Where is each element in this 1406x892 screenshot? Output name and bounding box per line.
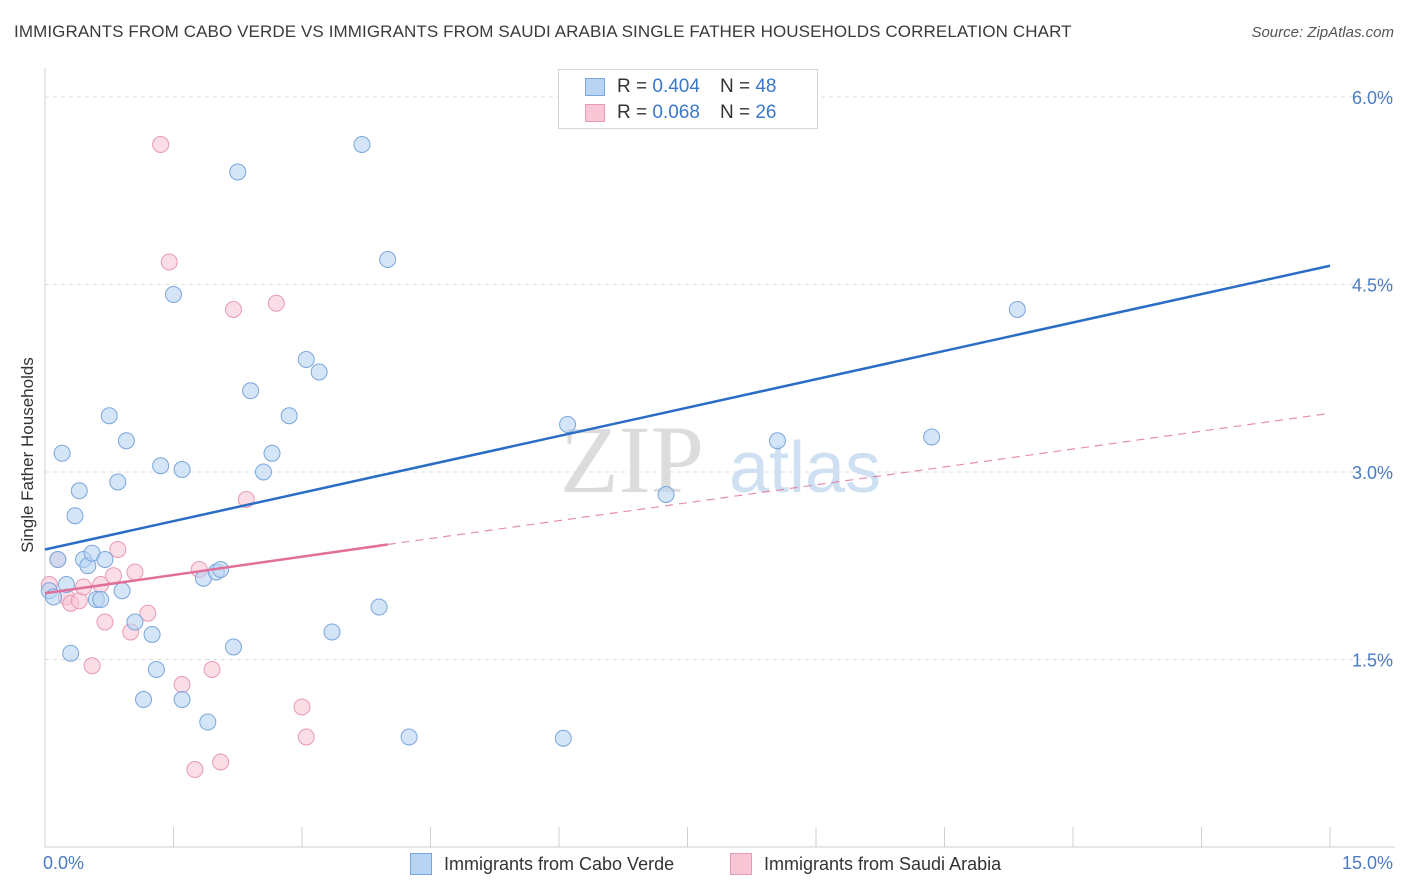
y-axis-label: Single Father Households — [18, 357, 37, 553]
data-point-saudi-arabia — [293, 698, 311, 716]
data-point-cabo-verde — [353, 136, 371, 153]
legend-r-label: R = — [617, 76, 648, 97]
data-point-cabo-verde — [165, 286, 182, 303]
data-point-cabo-verde — [135, 691, 153, 708]
legend-n-value: 48 — [755, 76, 777, 97]
series-cabo-verde-points — [40, 136, 1026, 747]
data-point-cabo-verde — [254, 463, 272, 481]
data-point-cabo-verde — [53, 444, 71, 462]
bottom-legend-saudi-arabia: Immigrants from Saudi Arabia — [730, 852, 1001, 876]
y-tick-label: 4.5% — [1352, 276, 1393, 296]
legend-r-label: R = — [617, 102, 648, 123]
data-point-saudi-arabia — [173, 676, 191, 693]
data-point-cabo-verde — [147, 661, 165, 678]
data-point-saudi-arabia — [139, 604, 157, 622]
bottom-legend-cabo-verde: Immigrants from Cabo Verde — [410, 852, 674, 876]
data-point-cabo-verde — [323, 623, 341, 641]
bottom-legend-label: Immigrants from Saudi Arabia — [764, 853, 1002, 874]
data-point-cabo-verde — [657, 486, 675, 503]
legend-r-value: 0.404 — [652, 76, 700, 97]
data-point-cabo-verde — [263, 444, 281, 462]
data-point-saudi-arabia — [186, 761, 204, 778]
data-point-saudi-arabia — [126, 563, 144, 581]
data-point-saudi-arabia — [203, 661, 221, 678]
legend-swatch-blue — [585, 78, 605, 96]
legend-n-label: N = — [719, 102, 751, 123]
bottom-legend-swatch-pink — [730, 853, 752, 875]
legend-row-cabo-verde: R = 0.404 N = 48 — [585, 76, 776, 98]
legend-n-value: 26 — [755, 102, 777, 123]
legend-row-saudi-arabia: R = 0.068 N = 26 — [585, 102, 776, 124]
data-point-cabo-verde — [370, 598, 388, 616]
data-point-cabo-verde — [113, 582, 131, 600]
data-point-cabo-verde — [224, 638, 242, 656]
data-point-cabo-verde — [92, 591, 110, 608]
data-point-saudi-arabia — [224, 301, 242, 318]
data-point-cabo-verde — [143, 626, 161, 643]
chart-title: IMMIGRANTS FROM CABO VERDE VS IMMIGRANTS… — [14, 22, 1072, 41]
legend-r-value: 0.068 — [652, 102, 700, 123]
data-point-saudi-arabia — [212, 753, 230, 771]
data-point-cabo-verde — [62, 644, 80, 662]
x-tick-label: 15.0% — [1342, 853, 1393, 873]
trend-line-saudi-arabia — [44, 543, 388, 595]
data-point-saudi-arabia — [152, 136, 170, 153]
data-point-cabo-verde — [310, 363, 328, 381]
y-tick-labels: 1.5% 3.0% 4.5% 6.0% — [1352, 88, 1393, 671]
x-tick-label: 0.0% — [43, 853, 84, 873]
data-point-cabo-verde — [66, 507, 84, 525]
data-point-cabo-verde — [559, 416, 577, 433]
data-point-cabo-verde — [109, 473, 127, 491]
data-point-cabo-verde — [554, 729, 572, 747]
data-point-cabo-verde — [297, 351, 315, 368]
data-point-cabo-verde — [1008, 301, 1026, 318]
data-point-saudi-arabia — [267, 294, 285, 312]
y-tick-label: 3.0% — [1352, 463, 1393, 483]
data-point-cabo-verde — [768, 432, 786, 450]
series-saudi-arabia-points — [40, 136, 315, 778]
data-point-cabo-verde — [173, 461, 191, 478]
data-point-cabo-verde — [280, 407, 298, 425]
data-point-saudi-arabia — [83, 657, 101, 675]
data-point-cabo-verde — [70, 482, 88, 500]
bottom-legend-swatch-blue — [410, 853, 432, 875]
data-point-cabo-verde — [117, 432, 135, 450]
axes — [44, 68, 1395, 848]
legend-swatch-pink — [585, 104, 605, 122]
source-label: Source: ZipAtlas.com — [1251, 24, 1394, 41]
data-point-cabo-verde — [173, 691, 191, 708]
data-point-cabo-verde — [126, 613, 144, 631]
data-point-cabo-verde — [229, 163, 247, 181]
data-point-cabo-verde — [199, 713, 217, 731]
trend-lines — [44, 264, 1331, 595]
watermark-atlas: atlas — [729, 428, 881, 508]
data-point-saudi-arabia — [105, 567, 123, 585]
trend-line-saudi-arabia-extension — [387, 412, 1331, 546]
data-point-cabo-verde — [152, 457, 170, 475]
data-point-cabo-verde — [400, 728, 418, 746]
trend-line-cabo-verde — [44, 264, 1331, 551]
watermark-zip: ZIP — [560, 406, 704, 513]
bottom-legend-label: Immigrants from Cabo Verde — [444, 853, 675, 874]
legend-n-label: N = — [719, 76, 751, 97]
data-point-saudi-arabia — [160, 253, 178, 271]
data-point-cabo-verde — [100, 407, 118, 425]
data-point-cabo-verde — [49, 551, 67, 568]
data-point-saudi-arabia — [297, 728, 315, 746]
data-point-cabo-verde — [379, 251, 397, 268]
correlation-legend: R = 0.404 N = 48 R = 0.068 N = 26 — [558, 69, 818, 129]
data-point-saudi-arabia — [96, 613, 114, 631]
x-tick-labels: 0.0% 15.0% — [43, 853, 1393, 873]
data-point-saudi-arabia — [109, 541, 127, 558]
watermark: ZIP atlas — [560, 406, 881, 513]
gridlines — [45, 96, 1395, 660]
y-tick-label: 6.0% — [1352, 88, 1393, 108]
data-point-cabo-verde — [923, 428, 941, 446]
data-point-cabo-verde — [242, 382, 260, 400]
y-tick-label: 1.5% — [1352, 651, 1393, 671]
data-point-cabo-verde — [96, 551, 114, 568]
